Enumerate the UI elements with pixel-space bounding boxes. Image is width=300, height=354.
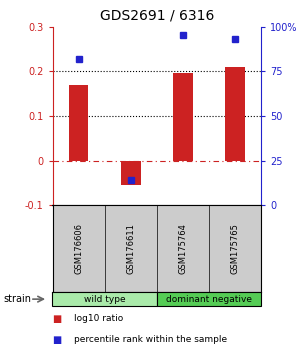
Text: strain: strain: [3, 294, 31, 304]
Bar: [225, 67, 245, 161]
Bar: [121, 161, 141, 185]
Title: GDS2691 / 6316: GDS2691 / 6316: [100, 8, 214, 23]
Text: wild type: wild type: [84, 295, 125, 304]
Text: GSM175764: GSM175764: [178, 223, 187, 274]
Text: GSM176606: GSM176606: [74, 223, 83, 274]
Bar: [52, 292, 157, 306]
Bar: [69, 85, 88, 161]
Bar: [157, 292, 261, 306]
Text: ■: ■: [52, 335, 62, 345]
Text: ■: ■: [52, 314, 62, 324]
Text: GSM176611: GSM176611: [126, 223, 135, 274]
Text: log10 ratio: log10 ratio: [74, 314, 123, 323]
Bar: [173, 74, 193, 161]
Text: GSM175765: GSM175765: [230, 223, 239, 274]
Text: percentile rank within the sample: percentile rank within the sample: [74, 335, 226, 344]
Text: dominant negative: dominant negative: [166, 295, 252, 304]
